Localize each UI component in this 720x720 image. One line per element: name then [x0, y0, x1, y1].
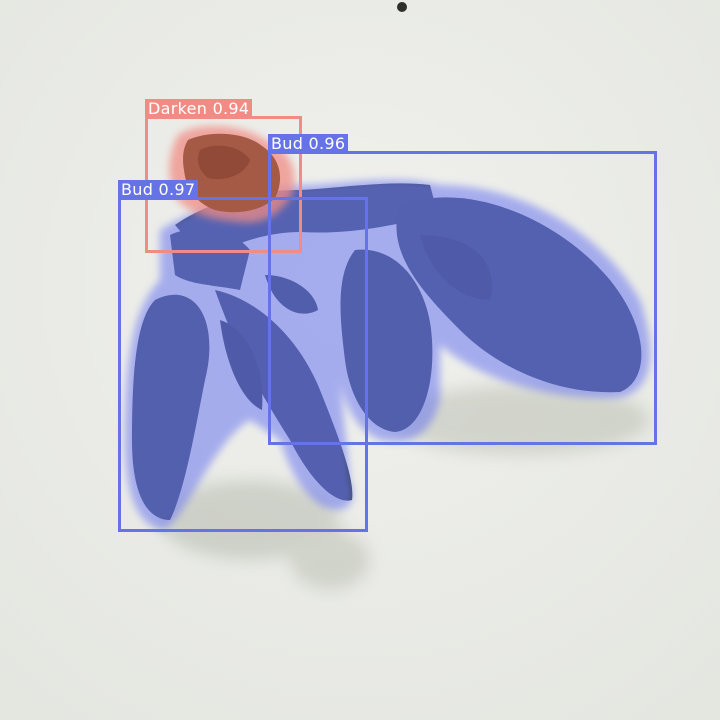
dust-speck: [397, 2, 407, 12]
detection-label-bud-left: Bud 0.97: [118, 180, 198, 199]
detection-label-bud-right: Bud 0.96: [268, 134, 348, 153]
detection-label-darken: Darken 0.94: [145, 99, 252, 118]
detection-box-bud-left: Bud 0.97: [118, 197, 368, 532]
